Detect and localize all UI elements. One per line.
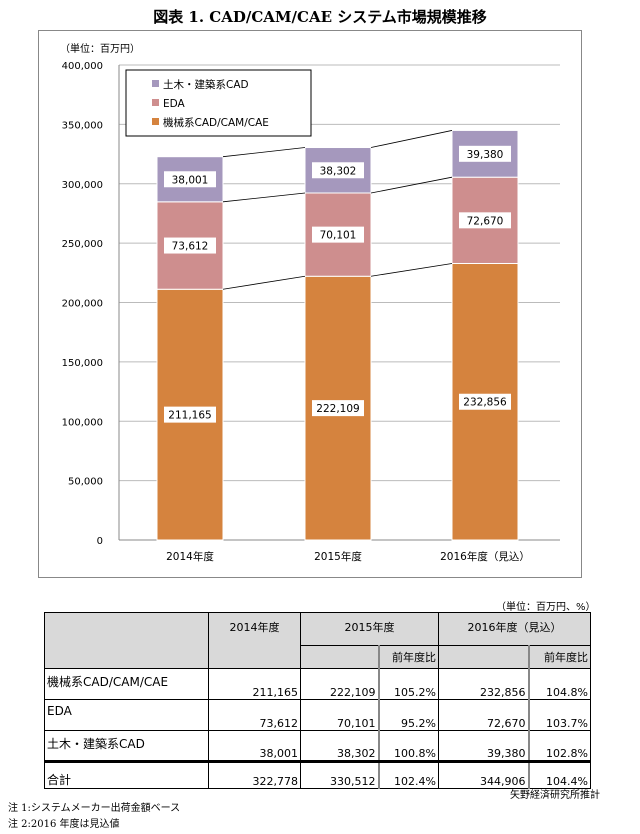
table-cell: 104.4% bbox=[527, 760, 591, 789]
legend-label: 土木・建築系CAD bbox=[163, 78, 249, 91]
x-tick-label: 2015年度 bbox=[314, 550, 362, 563]
table-cell: 72,670 bbox=[438, 699, 529, 731]
figure-title: 図表 1. CAD/CAM/CAE システム市場規模推移 bbox=[153, 8, 487, 26]
table-cell: 104.8% bbox=[527, 668, 591, 700]
data-label-box bbox=[459, 145, 511, 162]
x-tick-label: 2016年度（見込） bbox=[440, 550, 530, 563]
table-cell: 102.4% bbox=[377, 760, 439, 789]
data-label-box bbox=[164, 171, 216, 188]
col-header: 2014年度 bbox=[208, 612, 301, 669]
chart-frame bbox=[38, 30, 582, 578]
data-label-box bbox=[459, 393, 511, 410]
row-label: 機械系CAD/CAM/CAE bbox=[44, 668, 209, 700]
legend-swatch bbox=[152, 80, 159, 87]
y-tick-label: 400,000 bbox=[62, 61, 103, 72]
series-connector-line bbox=[370, 130, 453, 148]
data-label: 38,001 bbox=[172, 174, 209, 186]
table-cell: 95.2% bbox=[377, 699, 439, 731]
table-cell: 70,101 bbox=[300, 699, 379, 731]
legend-label: EDA bbox=[163, 98, 186, 110]
series-connector-line bbox=[222, 275, 306, 290]
y-tick-label: 150,000 bbox=[62, 358, 103, 369]
col-header: 2015年度 bbox=[300, 612, 439, 646]
corner-cell bbox=[44, 612, 209, 669]
row-label: 合計 bbox=[44, 760, 209, 789]
series-connector-line bbox=[370, 263, 453, 277]
table-row: 機械系CAD/CAM/CAE 211,165 222,109 105.2% 232,85… bbox=[44, 668, 591, 700]
note-2: 注 2:2016 年度は見込値 bbox=[8, 819, 120, 830]
data-label: 211,165 bbox=[168, 410, 211, 422]
table-cell: 232,856 bbox=[438, 668, 529, 700]
table-unit-label: （単位：百万円、%） bbox=[496, 602, 596, 613]
data-label-box bbox=[312, 162, 364, 179]
note-1: 注 1:システムメーカー出荷金額ベース bbox=[8, 803, 181, 814]
data-label: 72,670 bbox=[467, 215, 504, 227]
table-cell: 322,778 bbox=[208, 760, 301, 789]
chart-unit-label: （単位：百万円） bbox=[60, 44, 140, 55]
data-label-box bbox=[164, 406, 216, 423]
data-label-box bbox=[164, 237, 216, 254]
table-cell: 330,512 bbox=[300, 760, 379, 789]
data-label-box bbox=[459, 212, 511, 229]
x-tick-label: 2014年度 bbox=[166, 550, 214, 563]
data-label-box bbox=[312, 400, 364, 417]
table-cell: 100.8% bbox=[377, 730, 439, 762]
source-note: 矢野経済研究所推計 bbox=[510, 790, 600, 801]
data-label: 70,101 bbox=[320, 230, 357, 242]
table-cell: 222,109 bbox=[300, 668, 379, 700]
col-header: 2016年度（見込） bbox=[438, 612, 591, 646]
table-cell: 102.8% bbox=[527, 730, 591, 762]
y-tick-label: 50,000 bbox=[68, 477, 103, 488]
table-cell: 39,380 bbox=[438, 730, 529, 762]
table-cell: 344,906 bbox=[438, 760, 529, 789]
row-label: 土木・建築系CAD bbox=[44, 730, 209, 762]
legend-swatch bbox=[152, 118, 159, 125]
data-label: 73,612 bbox=[172, 241, 209, 253]
legend-swatch bbox=[152, 99, 159, 106]
table-cell: 103.7% bbox=[527, 699, 591, 731]
series-connector-line bbox=[222, 147, 306, 158]
market-table: 2014年度 2015年度 2016年度（見込） 前年度比 前年度比 機械系CA… bbox=[44, 612, 591, 789]
y-tick-label: 250,000 bbox=[62, 239, 103, 250]
data-label: 39,380 bbox=[467, 149, 504, 161]
sub-header: 前年度比 bbox=[377, 645, 439, 669]
y-tick-label: 0 bbox=[97, 536, 103, 547]
y-tick-label: 100,000 bbox=[62, 417, 103, 428]
data-label-box bbox=[312, 226, 364, 243]
table-cell: 38,001 bbox=[208, 730, 301, 762]
y-tick-label: 300,000 bbox=[62, 180, 103, 191]
table-cell: 211,165 bbox=[208, 668, 301, 700]
data-label: 232,856 bbox=[463, 397, 507, 409]
row-label: EDA bbox=[44, 699, 209, 731]
table-row: 合計 322,778 330,512 102.4% 344,906 104.4% bbox=[44, 760, 591, 789]
data-label: 222,109 bbox=[316, 403, 359, 415]
table-cell: 38,302 bbox=[300, 730, 379, 762]
data-label: 38,302 bbox=[320, 165, 357, 177]
y-tick-label: 200,000 bbox=[62, 299, 103, 310]
table-row: EDA 73,612 70,101 95.2% 72,670 103.7% bbox=[44, 699, 591, 731]
sub-header: 前年度比 bbox=[527, 645, 591, 669]
table-cell: 105.2% bbox=[377, 668, 439, 700]
y-tick-label: 350,000 bbox=[62, 120, 103, 131]
legend-label: 機械系CAD/CAM/CAE bbox=[163, 116, 269, 129]
series-connector-line bbox=[222, 192, 306, 203]
table-cell: 73,612 bbox=[208, 699, 301, 731]
stacked-bar-chart: 0 50,000 100,000 150,000 200,000 250,000 300,0… bbox=[62, 61, 560, 563]
series-connector-line bbox=[370, 176, 453, 194]
table-row: 土木・建築系CAD 38,001 38,302 100.8% 39,380 102.8% bbox=[44, 730, 591, 762]
